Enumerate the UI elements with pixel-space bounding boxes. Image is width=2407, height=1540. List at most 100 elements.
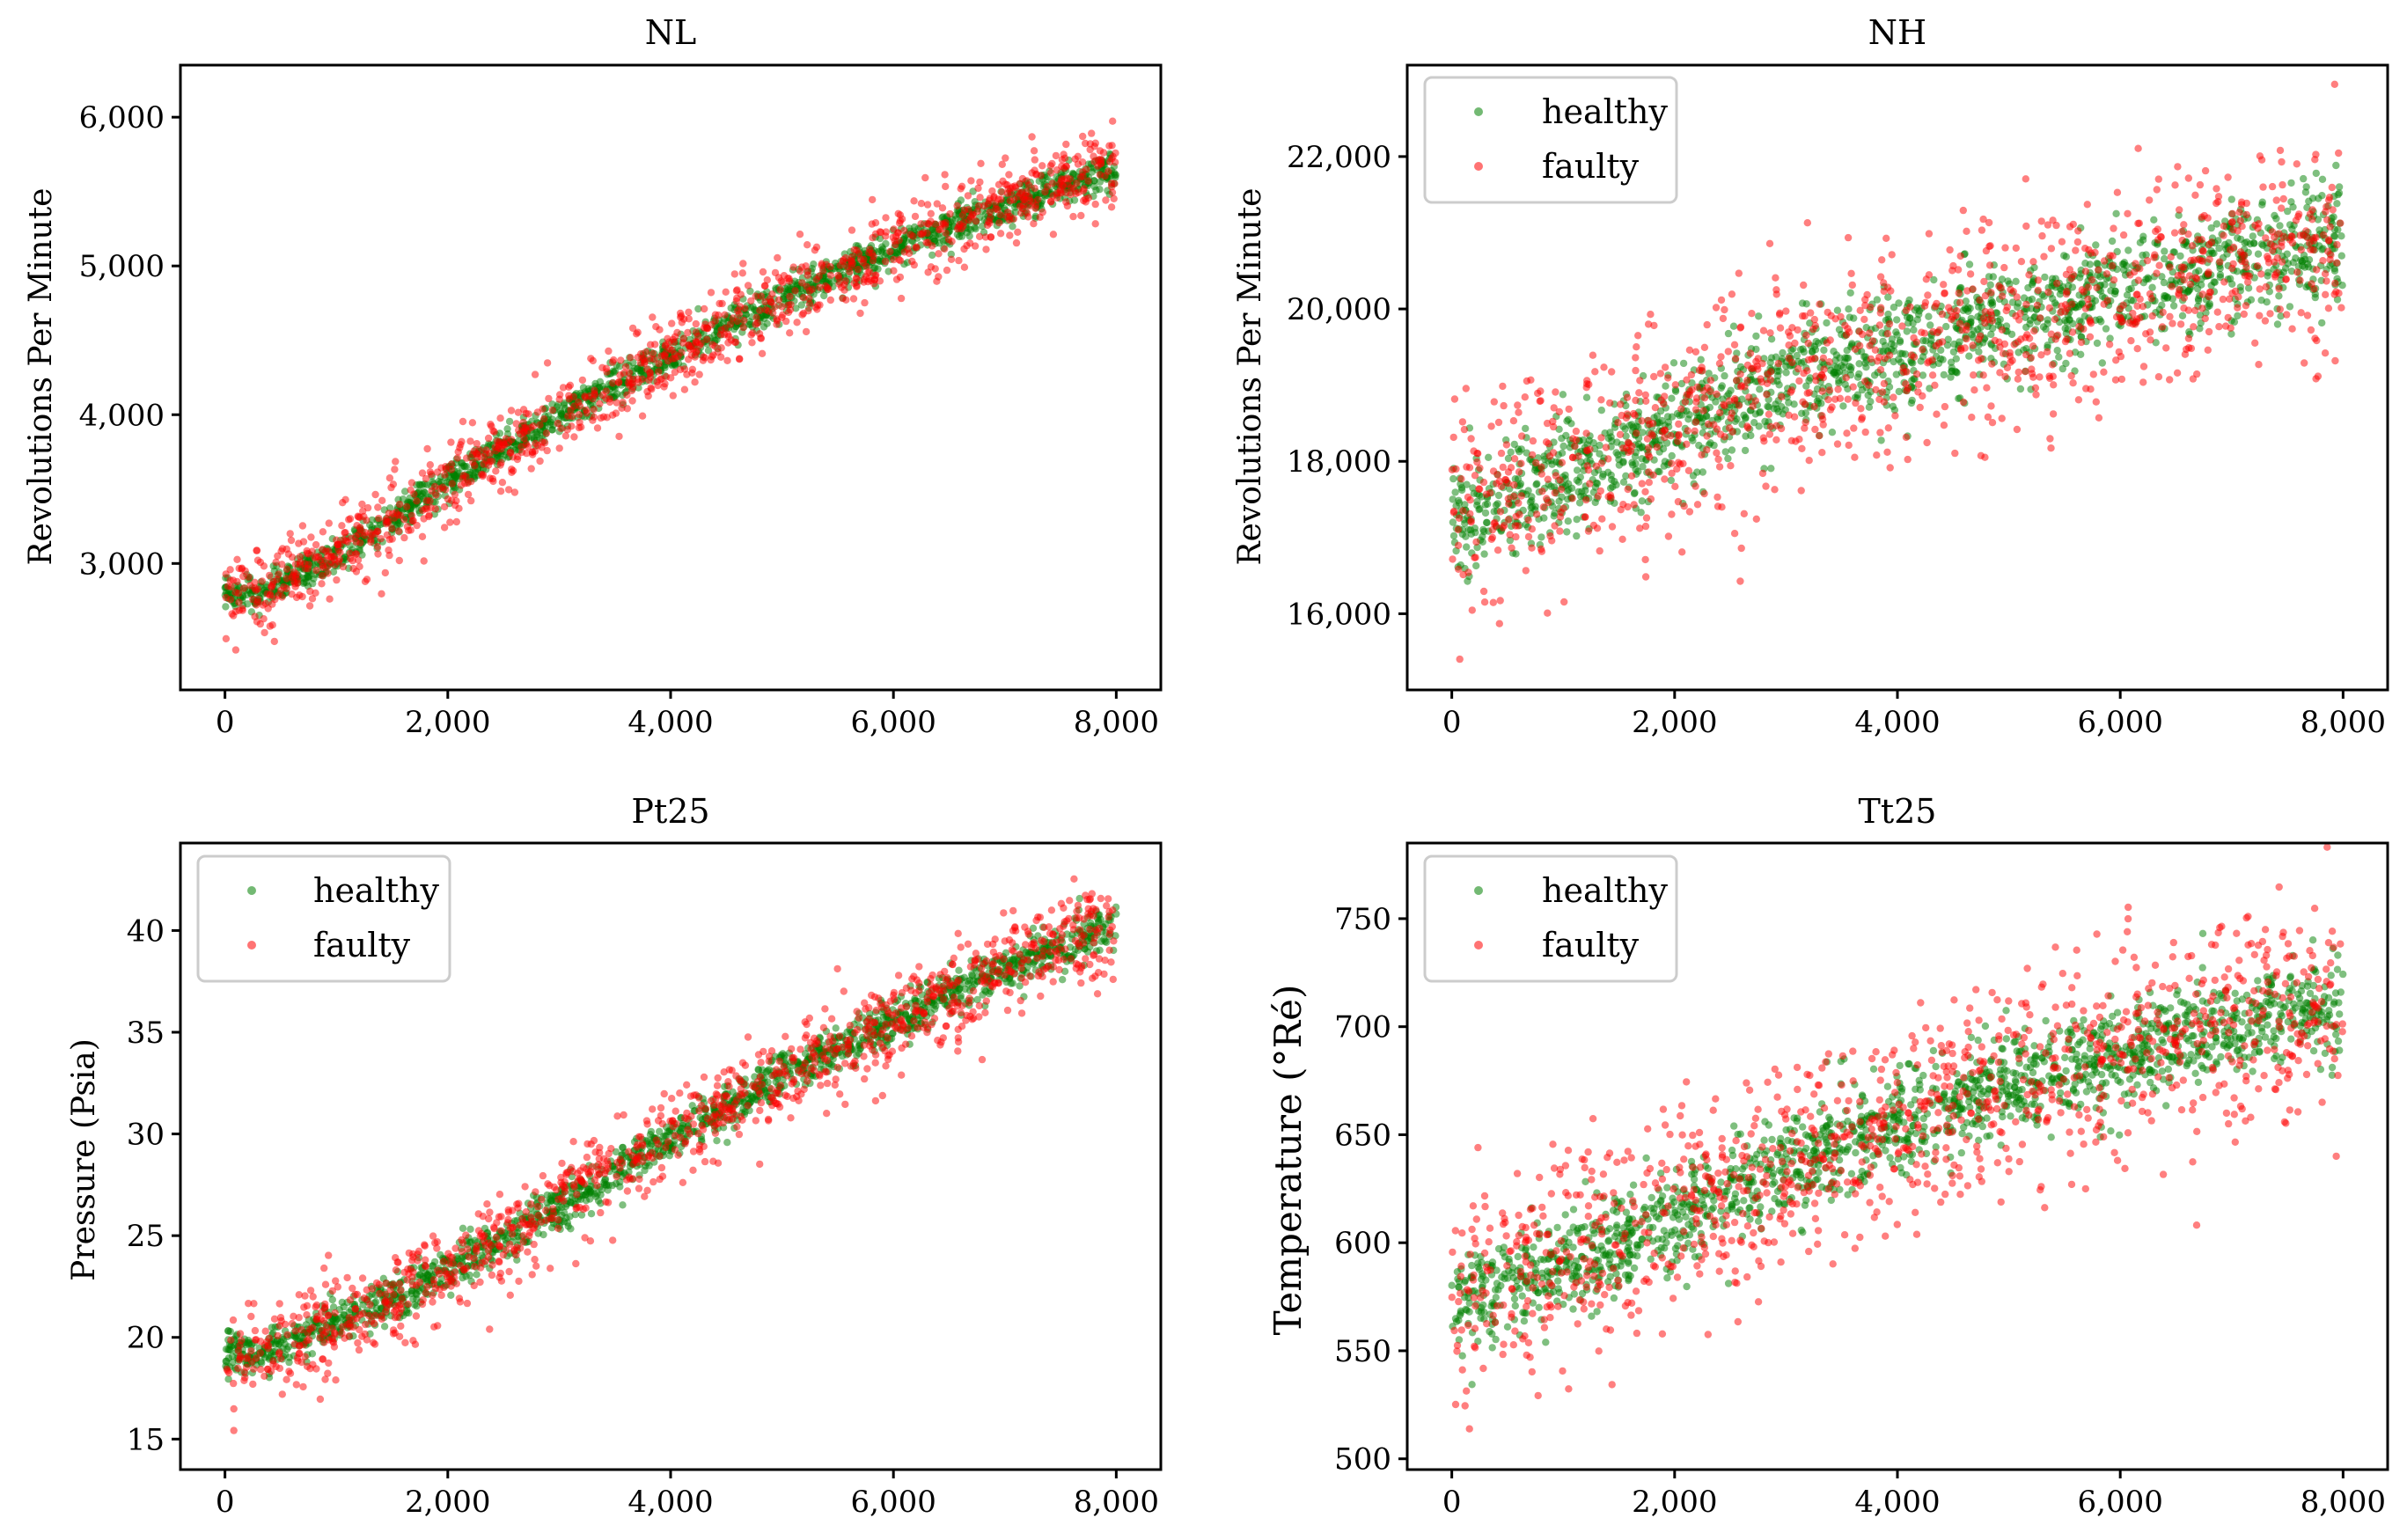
scatter-point-faulty (660, 383, 668, 391)
scatter-point-faulty (1634, 332, 1642, 340)
y-tick-label: 5,000 (79, 249, 165, 284)
scatter-point-faulty (2067, 371, 2075, 380)
scatter-point-faulty (436, 485, 444, 493)
scatter-point-faulty (853, 275, 861, 283)
scatter-point-faulty (441, 471, 449, 479)
scatter-point-faulty (761, 282, 769, 290)
scatter-point-faulty (671, 368, 679, 377)
scatter-point-faulty (268, 600, 276, 608)
scatter-point-faulty (2166, 376, 2174, 384)
scatter-point-faulty (389, 510, 397, 517)
scatter-point-faulty (1933, 410, 1941, 418)
scatter-point-faulty (1479, 587, 1488, 596)
scatter-point-faulty (1069, 212, 1077, 221)
scatter-point-faulty (1762, 482, 1770, 490)
scatter-point-faulty (570, 433, 578, 441)
scatter-point-healthy (2077, 350, 2085, 358)
scatter-point-faulty (2036, 373, 2044, 381)
scatter-point-faulty (383, 531, 392, 539)
scatter-point-faulty (1735, 269, 1743, 277)
scatter-point-faulty (1885, 319, 1894, 328)
scatter-point-faulty (2031, 384, 2040, 392)
scatter-point-healthy (1775, 381, 1783, 389)
scatter-point-faulty (321, 556, 329, 564)
scatter-point-faulty (923, 201, 932, 209)
scatter-point-faulty (345, 516, 353, 524)
scatter-point-faulty (1641, 555, 1649, 564)
scatter-point-faulty (865, 249, 873, 257)
scatter-point-faulty (2017, 258, 2026, 266)
scatter-point-faulty (1108, 188, 1117, 196)
scatter-point-faulty (736, 355, 744, 363)
scatter-point-faulty (1700, 489, 1708, 498)
scatter-point-faulty (938, 204, 947, 212)
scatter-point-faulty (1867, 355, 1875, 363)
scatter-point-faulty (996, 230, 1005, 238)
scatter-point-faulty (1684, 466, 1693, 474)
scatter-point-faulty (1890, 393, 1897, 401)
scatter-point-faulty (288, 554, 297, 561)
scatter-point-faulty (2335, 149, 2343, 158)
scatter-point-faulty (1018, 174, 1027, 183)
scatter-point-faulty (992, 205, 1000, 213)
scatter-point-faulty (1028, 133, 1036, 141)
scatter-point-faulty (403, 523, 412, 531)
scatter-point-faulty (2255, 361, 2263, 369)
scatter-point-healthy (1846, 289, 1854, 297)
scatter-point-faulty (1735, 401, 1743, 409)
scatter-point-faulty (621, 363, 630, 370)
scatter-point-faulty (913, 243, 921, 251)
scatter-point-faulty (998, 188, 1006, 196)
scatter-point-faulty (692, 328, 701, 336)
scatter-point-faulty (1684, 427, 1692, 435)
scatter-point-faulty (1765, 410, 1773, 418)
scatter-point-faulty (451, 490, 459, 499)
scatter-point-faulty (1518, 432, 1526, 440)
scatter-point-healthy (1919, 336, 1927, 345)
scatter-point-faulty (252, 586, 260, 594)
scatter-point-faulty (840, 286, 848, 294)
scatter-point-faulty (1736, 370, 1744, 378)
scatter-point-faulty (1999, 349, 2007, 357)
scatter-point-faulty (679, 334, 688, 342)
scatter-point-healthy (1812, 337, 1820, 346)
scatter-point-healthy (2337, 232, 2345, 240)
scatter-point-faulty (1910, 353, 1919, 361)
scatter-point-faulty (921, 173, 929, 182)
scatter-point-faulty (514, 408, 523, 416)
scatter-point-faulty (1038, 208, 1047, 216)
scatter-point-faulty (589, 416, 597, 424)
scatter-point-faulty (1515, 499, 1523, 507)
scatter-point-healthy (1684, 415, 1692, 423)
scatter-point-faulty (286, 530, 294, 538)
scatter-point-faulty (1591, 368, 1599, 376)
scatter-point-faulty (2134, 276, 2143, 284)
scatter-point-faulty (1009, 196, 1018, 204)
scatter-point-faulty (1101, 172, 1109, 180)
scatter-point-faulty (1794, 326, 1802, 334)
scatter-point-healthy (2096, 273, 2104, 281)
scatter-point-faulty (695, 370, 703, 378)
scatter-point-faulty (1086, 140, 1095, 148)
scatter-point-faulty (2293, 160, 2301, 168)
scatter-point-faulty (517, 443, 525, 451)
scatter-point-faulty (484, 434, 493, 443)
series-healthy (1449, 161, 2346, 585)
scatter-point-healthy (1890, 304, 1898, 312)
scatter-point-faulty (680, 315, 688, 323)
scatter-point-faulty (752, 292, 760, 300)
scatter-point-faulty (905, 249, 914, 258)
scatter-point-faulty (420, 515, 428, 523)
scatter-point-healthy (1550, 512, 1558, 520)
scatter-point-faulty (1748, 310, 1756, 318)
scatter-point-healthy (1668, 451, 1676, 460)
scatter-point-faulty (519, 418, 527, 427)
scatter-point-healthy (1573, 516, 1581, 524)
scatter-point-faulty (336, 548, 344, 557)
scatter-point-faulty (2146, 196, 2154, 204)
scatter-point-faulty (758, 349, 767, 357)
scatter-point-faulty (1898, 322, 1906, 330)
scatter-point-faulty (2261, 317, 2270, 325)
scatter-point-faulty (258, 577, 266, 585)
scatter-point-faulty (1500, 522, 1508, 530)
